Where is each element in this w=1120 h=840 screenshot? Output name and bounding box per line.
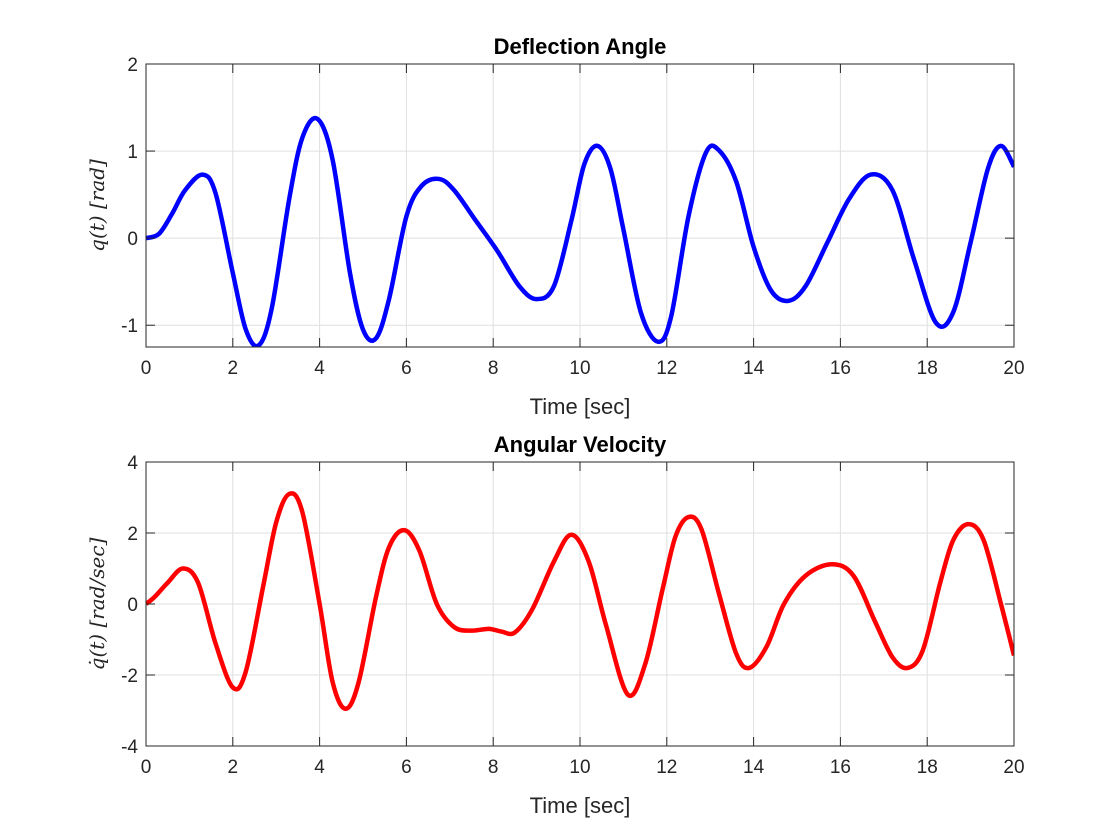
- x-tick-label: 0: [141, 358, 152, 379]
- y-tick-label: 2: [127, 524, 138, 545]
- x-tick-label: 6: [401, 757, 412, 778]
- y-tick-label: -4: [121, 737, 138, 758]
- x-tick-label: 16: [830, 358, 851, 379]
- x-tick-label: 2: [228, 757, 239, 778]
- y-axis-label: q̇(t) [rad/sec]: [85, 537, 109, 670]
- x-tick-label: 8: [488, 757, 499, 778]
- chart-title: Angular Velocity: [494, 432, 667, 457]
- y-tick-label: -2: [121, 666, 138, 687]
- y-tick-label: 4: [127, 453, 138, 474]
- y-tick-label: 1: [127, 142, 138, 163]
- x-tick-label: 20: [1003, 358, 1024, 379]
- x-axis-label: Time [sec]: [530, 394, 631, 419]
- series-line: [146, 491, 1014, 711]
- y-axis-label: q(t) [rad]: [85, 159, 109, 252]
- chart-title: Deflection Angle: [494, 34, 667, 59]
- series-line: [146, 115, 1014, 347]
- x-tick-label: 10: [569, 358, 590, 379]
- y-tick-label: 0: [127, 229, 138, 250]
- x-tick-label: 6: [401, 358, 412, 379]
- x-axis-label: Time [sec]: [530, 793, 631, 818]
- x-tick-label: 12: [656, 358, 677, 379]
- y-tick-label: 0: [127, 595, 138, 616]
- y-tick-label: 2: [127, 55, 138, 76]
- x-tick-label: 18: [917, 358, 938, 379]
- y-tick-label: -1: [121, 316, 138, 337]
- x-tick-label: 2: [228, 358, 239, 379]
- x-tick-label: 10: [569, 757, 590, 778]
- x-tick-label: 4: [314, 757, 325, 778]
- x-tick-label: 18: [917, 757, 938, 778]
- x-tick-label: 14: [743, 757, 765, 778]
- x-tick-label: 4: [314, 358, 325, 379]
- x-tick-label: 20: [1003, 757, 1024, 778]
- x-tick-label: 12: [656, 757, 677, 778]
- x-tick-label: 16: [830, 757, 851, 778]
- angular-velocity-plot: 0 2 4 6 8 10 12 14 16 18 20 -4 -2 0 2 4 Angular Velocity…: [85, 432, 1025, 818]
- x-tick-label: 14: [743, 358, 765, 379]
- x-tick-label: 0: [141, 757, 152, 778]
- x-tick-label: 8: [488, 358, 499, 379]
